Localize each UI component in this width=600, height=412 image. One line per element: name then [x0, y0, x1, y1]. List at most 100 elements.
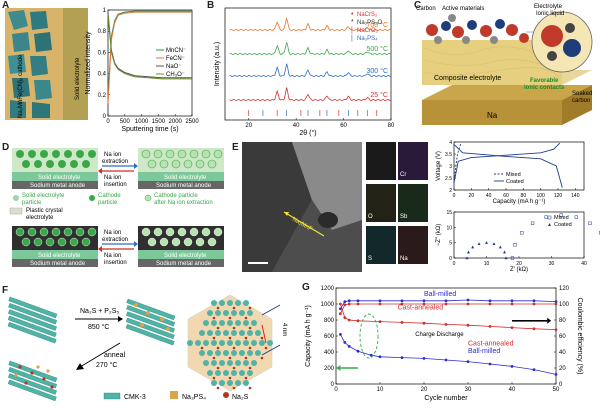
- y-tick-label: 0: [103, 114, 107, 120]
- plot-frame: [224, 7, 392, 121]
- pattern-0: [229, 17, 392, 32]
- arrow-right-head: [547, 317, 552, 324]
- edx-maps: Cr O Sb S Na: [366, 142, 428, 264]
- series-line-3: [340, 334, 557, 375]
- mixed-point: [588, 221, 592, 225]
- pore-dot: [235, 340, 241, 346]
- solid-electrolyte-label: Solid electrolyte: [75, 57, 81, 100]
- pore-dot: [251, 340, 257, 346]
- y2-tick-label: 80: [559, 318, 566, 324]
- y-tick-label: 3: [449, 164, 452, 170]
- pattern-label-2: 300 °C: [367, 67, 388, 75]
- na2s-dot: [248, 346, 252, 350]
- na2s-dot: [216, 306, 220, 310]
- anode-label-tl: Sodium metal anode: [30, 183, 86, 189]
- pore-dot: [239, 370, 245, 376]
- pore-dot: [259, 340, 265, 346]
- y-tick-label: 2.5: [445, 176, 452, 182]
- pore-dot: [215, 350, 221, 356]
- na2s-dot: [244, 316, 248, 320]
- composite-fibers: [423, 46, 561, 81]
- legend-entry-2: NaCrO₂: [357, 28, 379, 34]
- panel-d: D Solid electrolyte Sodium metal anode S…: [0, 140, 232, 275]
- pattern-label-3: 25 °C: [370, 91, 388, 99]
- legend-cathode-1: Cathode: [98, 193, 121, 199]
- series-point-3: [356, 349, 360, 353]
- cell-top-right: Solid electrolyte Sodium metal anode: [138, 148, 224, 189]
- pore-dot: [247, 330, 253, 336]
- active-materials-label: Active materials: [442, 6, 484, 12]
- legend-entry-1: Na₃PS₃O: [357, 20, 383, 26]
- pore-dot: [243, 340, 249, 346]
- pore-dot: [235, 380, 241, 386]
- arrows-top: Na ion extraction Na ion insertion: [98, 152, 138, 188]
- pore-dot: [211, 340, 217, 346]
- mixed-point: [599, 231, 600, 235]
- series-point-0: [444, 299, 448, 303]
- soaked-label-2: carbon: [572, 98, 590, 104]
- na2s-dot: [228, 376, 232, 380]
- na2s-dot: [232, 346, 236, 350]
- label-ball-milled-cap: Ball-milled: [468, 348, 500, 355]
- pore-dot: [255, 330, 261, 336]
- mixed-point: [544, 215, 548, 219]
- na2s-dot: [212, 316, 216, 320]
- na2s-dot: [212, 376, 216, 380]
- anode-label-tr: Sodium metal anode: [156, 183, 212, 189]
- na2s-dot: [232, 306, 236, 310]
- series-point-0: [510, 299, 514, 303]
- coated-point: [471, 245, 475, 249]
- y-tick-label: 1000: [321, 302, 335, 308]
- size-label: 4 nm: [281, 323, 287, 336]
- favorable-label-2: ionic contacts: [524, 85, 565, 91]
- y2-tick-label: 100: [559, 302, 570, 308]
- solid-electrolyte-label-tr: Solid electrolyte: [164, 175, 207, 181]
- y-tick-label: 2: [449, 188, 452, 194]
- x-tick-label: 40: [509, 387, 516, 393]
- coated-point: [485, 241, 488, 244]
- pore-dot: [235, 360, 241, 366]
- coated-discharge: [453, 144, 563, 188]
- x-axis-label: Z′ (kΩ): [510, 267, 528, 273]
- extraction-label-2: extraction: [102, 159, 128, 165]
- x-tick-label: 0: [453, 193, 456, 199]
- pore-dot: [243, 320, 249, 326]
- pore-dot: [227, 340, 233, 346]
- pore-dot: [223, 310, 229, 316]
- edx-na: Na: [400, 256, 408, 262]
- series-line-2: [340, 303, 557, 330]
- series-point-3: [422, 357, 426, 360]
- legend-marker-1: [548, 223, 551, 226]
- x-axis-label: Capacity (mA h g⁻¹): [493, 199, 546, 205]
- series-point-1: [532, 302, 536, 306]
- pore-dot: [247, 310, 253, 316]
- panel-a-figure: Na₂MnFe(CN)₆ cathode Solid electrolyte 0…: [5, 8, 199, 133]
- annealed-bundle: [7, 360, 58, 402]
- series-point-0: [488, 299, 492, 303]
- legend-entry-0: MnCN⁻: [166, 48, 186, 54]
- na2s-dot: [200, 346, 204, 350]
- coated-point: [492, 242, 496, 246]
- y-tick-label: 5: [449, 241, 452, 247]
- insertion-label-2: insertion: [104, 182, 127, 188]
- extraction-label-b2: extraction: [102, 237, 128, 243]
- pore-dot: [231, 350, 237, 356]
- y-axis-label: Voltage (V): [436, 151, 442, 181]
- pore-dot: [203, 360, 209, 366]
- panel-e-letter: E: [232, 142, 239, 153]
- panel-c-letter: C: [414, 0, 422, 11]
- x-tick-label: 0: [453, 261, 456, 267]
- na2s-dot: [232, 326, 236, 330]
- series-point-3: [369, 353, 373, 357]
- series-point-1: [466, 302, 470, 306]
- coated-point: [465, 256, 469, 260]
- series-point-0: [400, 299, 404, 303]
- edx-sb: Sb: [400, 214, 408, 220]
- y-axis-label: −Z″ (kΩ): [436, 224, 442, 246]
- legend-entry-0: Mixed: [506, 172, 521, 178]
- chart-e-bottom: 0 10 20 30 40 0 5 10 15 Z′ (kΩ) −Z″ (kΩ) MixedCoate…: [436, 210, 600, 273]
- y-tick-label: 800: [324, 318, 335, 324]
- series-point-3: [444, 358, 448, 362]
- composite-electrolyte-block: [422, 40, 562, 85]
- legend-plastic-2: electrolyte: [26, 215, 54, 221]
